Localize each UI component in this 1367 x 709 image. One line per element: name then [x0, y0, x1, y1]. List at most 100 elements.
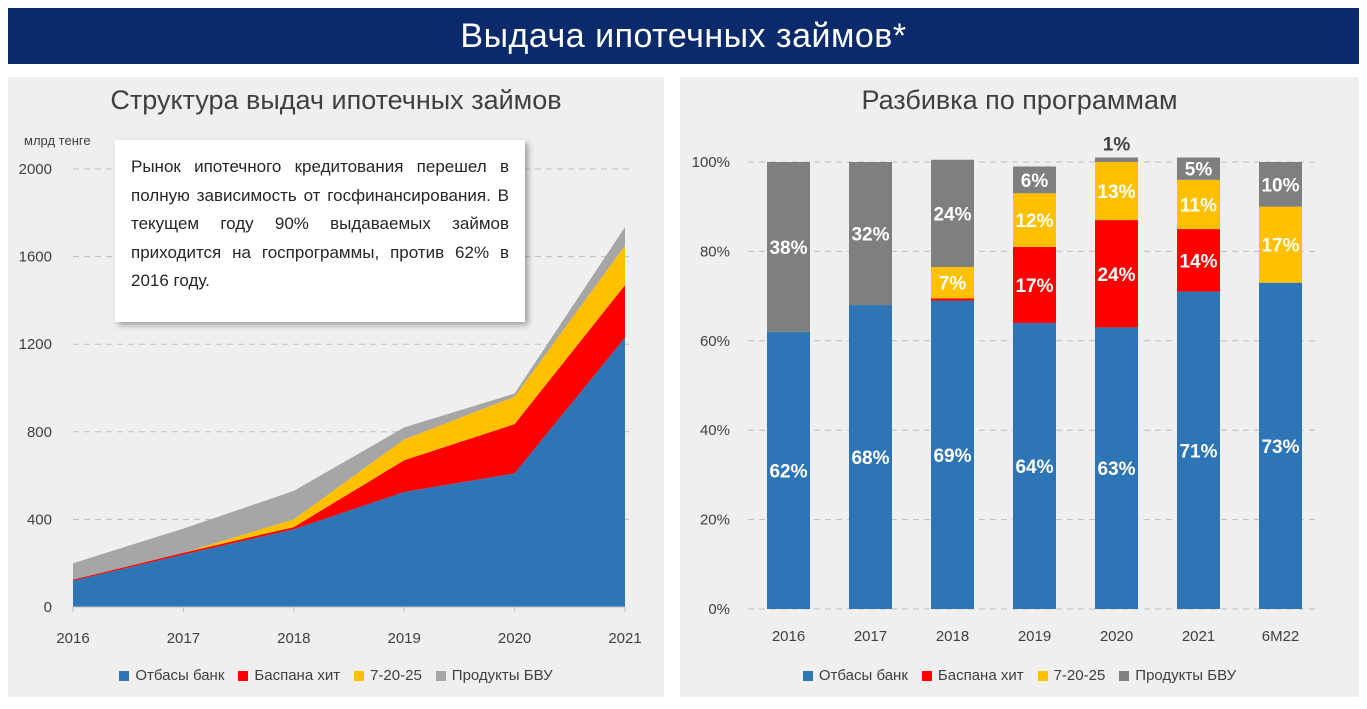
bar-data-label: 63%: [1097, 459, 1135, 480]
area-legend-item: Баспана хит: [238, 667, 340, 684]
callout-note: Рынок ипотечного кредитования перешел в …: [115, 140, 525, 322]
bar-data-label: 13%: [1097, 182, 1135, 203]
y-axis-unit-label: млрд тенге: [24, 133, 91, 148]
legend-label: 7-20-25: [370, 667, 422, 684]
bar-segment: [1013, 166, 1056, 194]
area-legend-item: 7-20-25: [354, 667, 422, 684]
bar-data-label: 73%: [1261, 437, 1299, 458]
bar-segment: [767, 162, 810, 332]
x-tick-label: 2020: [498, 630, 531, 647]
bar-segment: [767, 331, 810, 609]
legend-label: 7-20-25: [1053, 667, 1106, 684]
legend-label: Баспана хит: [937, 667, 1024, 684]
x-tick-label: 2016: [772, 628, 805, 645]
bar-data-label: 6%: [1021, 171, 1049, 192]
area-series-3: [73, 245, 625, 580]
y-tick-label: 400: [27, 511, 52, 528]
bar-data-label: 71%: [1179, 441, 1217, 462]
bar-segment: [1177, 179, 1220, 230]
bar-data-label: 24%: [1097, 265, 1135, 286]
x-tick-label: 2018: [936, 628, 969, 645]
bar-segment: [1095, 220, 1138, 328]
bar-segment: [931, 300, 974, 609]
bar-segment: [1013, 322, 1056, 609]
bar-legend-item: 7-20-25: [1037, 667, 1106, 684]
area-series-2: [73, 285, 625, 581]
bar-segment: [1013, 246, 1056, 323]
area-legend-item: Продукты БВУ: [435, 667, 553, 684]
bar-data-label: 12%: [1015, 211, 1053, 232]
bar-legend-item: Отбасы банк: [802, 667, 908, 684]
bar-data-label: 1%: [1103, 135, 1131, 156]
area-series-1: [73, 337, 625, 607]
legend-label: Баспана хит: [254, 667, 341, 684]
bar-data-label: 10%: [1261, 175, 1299, 196]
bar-data-label: 32%: [851, 225, 889, 246]
bar-segment: [1013, 193, 1056, 247]
bar-data-label: 7%: [939, 274, 967, 295]
legend-swatch: [802, 670, 813, 681]
legend-swatch: [119, 670, 130, 681]
bar-segment: [1177, 157, 1220, 180]
y-tick-label: 1600: [19, 249, 52, 266]
bar-segment: [931, 267, 974, 299]
legend-label: Продукты БВУ: [451, 667, 553, 684]
bar-data-label: 62%: [769, 461, 807, 482]
area-chart-legend: Отбасы банк Баспана хит 7-20-25 Продукты БВ…: [8, 667, 664, 684]
y-tick-label: 2000: [19, 161, 52, 178]
y-tick-label: 0: [44, 599, 52, 616]
bar-segment: [931, 298, 974, 301]
legend-swatch: [921, 670, 932, 681]
bar-segment: [931, 159, 974, 268]
bar-legend-item: Продукты БВУ: [1119, 667, 1236, 684]
legend-label: Отбасы банк: [818, 667, 908, 684]
bar-data-label: 5%: [1185, 160, 1213, 181]
y-tick-label: 1200: [19, 336, 52, 353]
bar-data-label: 17%: [1261, 236, 1299, 257]
x-tick-label: 2018: [277, 630, 310, 647]
bar-segment: [849, 162, 892, 306]
legend-swatch: [354, 670, 365, 681]
area-chart-panel: Структура выдач ипотечных займов млрд те…: [8, 77, 664, 697]
page-title-banner: Выдача ипотечных займов*: [8, 8, 1359, 64]
y-tick-label: 20%: [700, 512, 730, 529]
legend-swatch: [1037, 670, 1048, 681]
area-chart-title: Структура выдач ипотечных займов: [110, 85, 562, 115]
y-tick-label: 80%: [700, 243, 730, 260]
y-tick-label: 800: [27, 424, 52, 441]
legend-label: Отбасы банк: [135, 667, 225, 684]
bar-data-label: 64%: [1015, 457, 1053, 478]
legend-label: Продукты БВУ: [1135, 667, 1237, 684]
bar-legend-item: Баспана хит: [921, 667, 1024, 684]
page-title: Выдача ипотечных займов*: [460, 16, 907, 55]
x-tick-label: 2019: [388, 630, 421, 647]
bar-chart-title: Разбивка по программам: [861, 85, 1178, 115]
bar-chart-panel: Разбивка по программам 0% 20% 40% 60% 80% 100…: [680, 77, 1359, 697]
y-tick-label: 40%: [700, 422, 730, 439]
bar-segment: [1259, 206, 1302, 283]
bar-segment: [1095, 162, 1138, 221]
x-tick-label: 2019: [1018, 628, 1051, 645]
y-tick-label: 0%: [708, 601, 730, 618]
legend-swatch: [435, 670, 446, 681]
bar-data-label: 14%: [1179, 251, 1217, 272]
bar-data-label: 11%: [1180, 195, 1217, 216]
x-tick-label: 2021: [608, 630, 641, 647]
y-tick-label: 100%: [692, 154, 730, 171]
bar-segment: [1259, 162, 1302, 207]
bar-data-label: 68%: [851, 448, 889, 469]
bar-segment: [1259, 282, 1302, 609]
x-tick-label: 2016: [56, 630, 89, 647]
bar-segment: [1177, 291, 1220, 609]
legend-swatch: [238, 670, 249, 681]
bar-data-label: 24%: [933, 204, 971, 225]
bar-segment: [1095, 157, 1138, 162]
area-legend-item: Отбасы банк: [119, 667, 224, 684]
y-tick-label: 60%: [700, 333, 730, 350]
bar-chart-legend: Отбасы банк Баспана хит 7-20-25 Продукты БВ…: [680, 667, 1359, 684]
bar-data-label: 38%: [769, 238, 807, 259]
bar-chart: 0% 20% 40% 60% 80% 100% 62% 38% 2016 68% 32% 2017 69…: [692, 135, 1320, 645]
legend-swatch: [1119, 670, 1130, 681]
x-tick-label: 2020: [1100, 628, 1133, 645]
bar-segment: [849, 305, 892, 609]
